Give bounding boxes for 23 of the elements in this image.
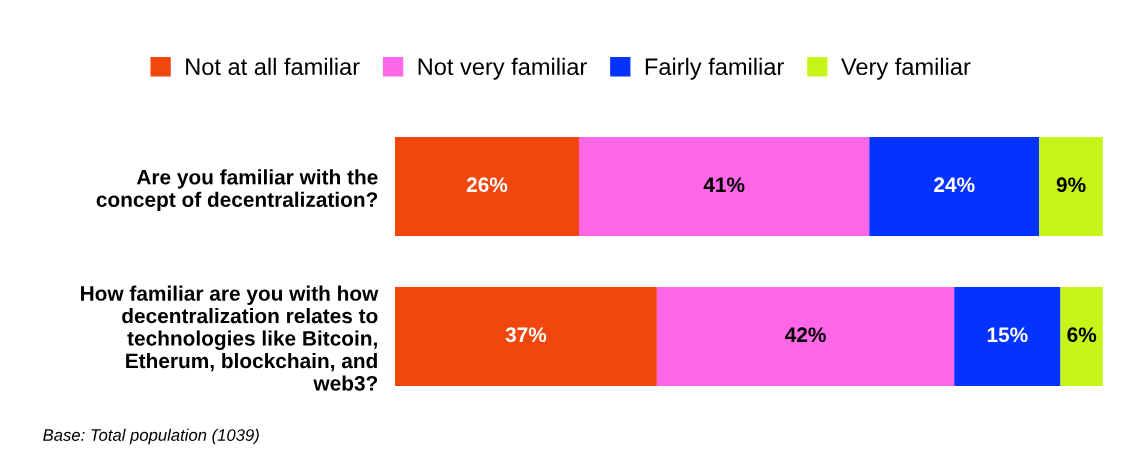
bar (869, 137, 1040, 237)
legend-label: Very familiar (841, 57, 971, 80)
y-tick-label: Are you familiar with the concept of decentralization? (96, 169, 378, 212)
bar (954, 287, 1061, 387)
bar (656, 287, 955, 387)
y-tick-label: How familiar are you with how decentralization relates to technologies like Bitcoin, Etherum, blockchain, and web3? (81, 285, 379, 391)
data-label: 26% (466, 177, 508, 193)
legend-label: Fairly familiar (645, 57, 784, 80)
data-label: 9% (1056, 177, 1086, 193)
legend-label: Not very familiar (418, 57, 587, 80)
data-label: 6% (1067, 327, 1097, 343)
data-label: 15% (987, 327, 1028, 343)
bar (1039, 137, 1103, 237)
bar (394, 137, 580, 237)
bar (1060, 287, 1103, 387)
bar (579, 137, 870, 237)
bar (394, 287, 657, 387)
data-label: 37% (505, 327, 547, 343)
legend-label: Not at all familiar (186, 57, 360, 76)
text: Base: Total population (1039) (43, 428, 259, 445)
data-label: 24% (934, 177, 975, 193)
data-label: 41% (703, 177, 745, 193)
data-label: 42% (785, 327, 826, 343)
